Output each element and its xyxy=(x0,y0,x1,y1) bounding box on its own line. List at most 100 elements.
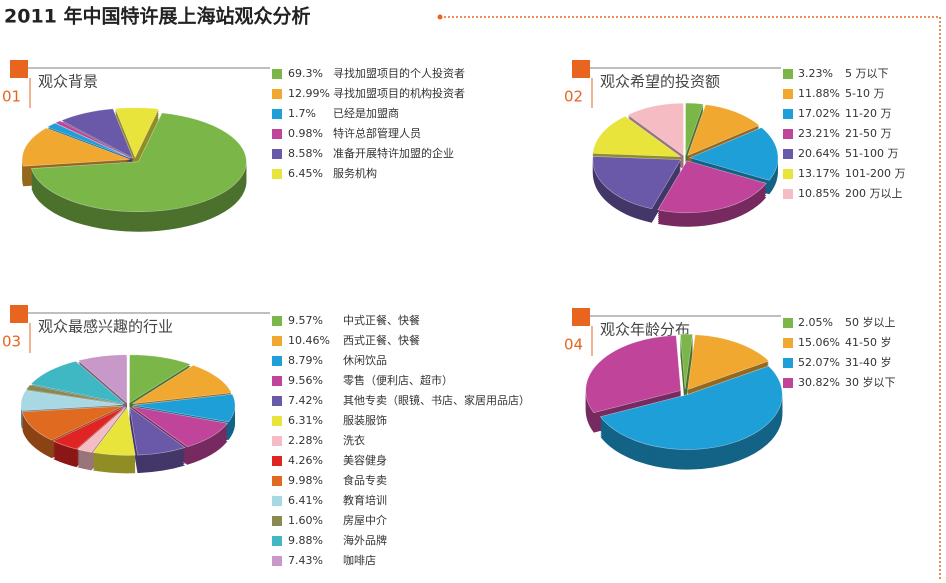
legend-value: 9.56% xyxy=(288,374,323,387)
legend-label: 寻找加盟项目的个人投资者 xyxy=(333,66,465,80)
legend-value: 11.88% xyxy=(798,87,840,100)
pie-slice xyxy=(21,127,131,167)
pie-slice xyxy=(599,365,783,450)
legend-label: 准备开展特许加盟的企业 xyxy=(333,146,454,160)
legend-label: 特许总部管理人员 xyxy=(333,126,421,140)
chart-title: 观众背景 xyxy=(38,73,98,91)
legend-value: 1.60% xyxy=(288,514,323,527)
legend-swatch xyxy=(272,149,282,159)
legend-label: 教育培训 xyxy=(343,493,387,507)
legend-swatch xyxy=(272,496,282,506)
legend-value: 1.7% xyxy=(288,107,316,120)
pie-slice xyxy=(92,406,136,456)
legend-swatch xyxy=(783,358,793,368)
pie-slice xyxy=(60,108,134,159)
legend-swatch xyxy=(272,396,282,406)
chart-title: 观众年龄分布 xyxy=(600,321,690,339)
chart-number: 01 xyxy=(2,88,21,106)
legend-value: 4.26% xyxy=(288,454,323,467)
legend-swatch xyxy=(272,556,282,566)
legend-value: 69.3% xyxy=(288,67,323,80)
pie-slice xyxy=(31,112,247,213)
legend-swatch xyxy=(272,376,282,386)
legend-swatch xyxy=(783,338,793,348)
legend-value: 3.23% xyxy=(798,67,833,80)
legend-label: 50 岁以上 xyxy=(845,315,896,329)
legend-value: 10.85% xyxy=(798,187,840,200)
legend-swatch xyxy=(783,318,793,328)
legend-value: 30.82% xyxy=(798,376,840,389)
legend-swatch xyxy=(272,89,282,99)
legend-value: 6.41% xyxy=(288,494,323,507)
legend-label: 已经是加盟商 xyxy=(333,106,399,120)
legend-value: 2.05% xyxy=(798,316,833,329)
page-title: 2011 年中国特许展上海站观众分析 xyxy=(4,5,311,28)
legend-label: 寻找加盟项目的机构投资者 xyxy=(333,86,465,100)
legend-label: 西式正餐、快餐 xyxy=(343,333,420,347)
legend-label: 200 万以上 xyxy=(845,187,903,200)
legend-value: 7.43% xyxy=(288,554,323,567)
pie-slice xyxy=(25,384,124,405)
legend-label: 5 万以下 xyxy=(845,67,889,80)
legend-swatch xyxy=(783,169,793,179)
legend-value: 7.42% xyxy=(288,394,323,407)
header-square xyxy=(572,308,590,326)
pie-slice xyxy=(129,406,186,456)
legend-value: 8.58% xyxy=(288,147,323,160)
legend-swatch xyxy=(272,129,282,139)
pie-slice xyxy=(680,333,693,390)
legend-label: 服务机构 xyxy=(333,166,377,180)
legend-value: 2.28% xyxy=(288,434,323,447)
legend-swatch xyxy=(783,378,793,388)
chart-number: 02 xyxy=(564,88,583,106)
legend-label: 咖啡店 xyxy=(343,553,376,567)
legend-swatch xyxy=(272,109,282,119)
legend-swatch xyxy=(272,476,282,486)
legend-value: 0.98% xyxy=(288,127,323,140)
header-square xyxy=(10,60,28,78)
pie-slice xyxy=(592,156,682,210)
legend-value: 17.02% xyxy=(798,107,840,120)
pie-slice xyxy=(30,360,126,404)
pie-slice xyxy=(585,335,682,413)
pie-slice xyxy=(132,364,232,405)
chart-number: 04 xyxy=(564,336,583,354)
legend-value: 6.31% xyxy=(288,414,323,427)
pie-slice xyxy=(592,115,682,157)
legend-swatch xyxy=(272,516,282,526)
pie-slice xyxy=(657,160,767,214)
pie-slice xyxy=(132,393,236,423)
legend-value: 10.46% xyxy=(288,334,330,347)
legend-label: 海外品牌 xyxy=(343,533,387,547)
legend-value: 23.21% xyxy=(798,127,840,140)
legend-value: 15.06% xyxy=(798,336,840,349)
legend-value: 9.98% xyxy=(288,474,323,487)
legend-value: 9.88% xyxy=(288,534,323,547)
legend-label: 美容健身 xyxy=(343,453,387,467)
pie-slice xyxy=(76,406,127,453)
legend-swatch xyxy=(783,129,793,139)
legend-label: 中式正餐、快餐 xyxy=(343,313,420,327)
legend-label: 21-50 万 xyxy=(845,127,891,140)
pie-slice xyxy=(131,406,228,448)
legend-label: 其他专卖（眼镜、书店、家居用品店） xyxy=(343,393,530,407)
legend-swatch xyxy=(272,456,282,466)
legend-swatch xyxy=(783,189,793,199)
legend-swatch xyxy=(272,316,282,326)
chart-number: 03 xyxy=(2,333,21,351)
legend-label: 51-100 万 xyxy=(845,147,898,160)
pie-slice xyxy=(21,405,124,441)
legend-value: 6.45% xyxy=(288,167,323,180)
pie-slice xyxy=(54,120,132,159)
legend-swatch xyxy=(783,149,793,159)
legend-label: 30 岁以下 xyxy=(845,375,896,389)
frame-line xyxy=(440,16,941,579)
header-square xyxy=(10,305,28,323)
legend-value: 12.99% xyxy=(288,87,330,100)
frame-dot xyxy=(437,14,443,20)
legend-label: 服装服饰 xyxy=(343,413,387,427)
legend-swatch xyxy=(272,536,282,546)
legend-swatch xyxy=(783,89,793,99)
pie-slice xyxy=(687,104,760,157)
